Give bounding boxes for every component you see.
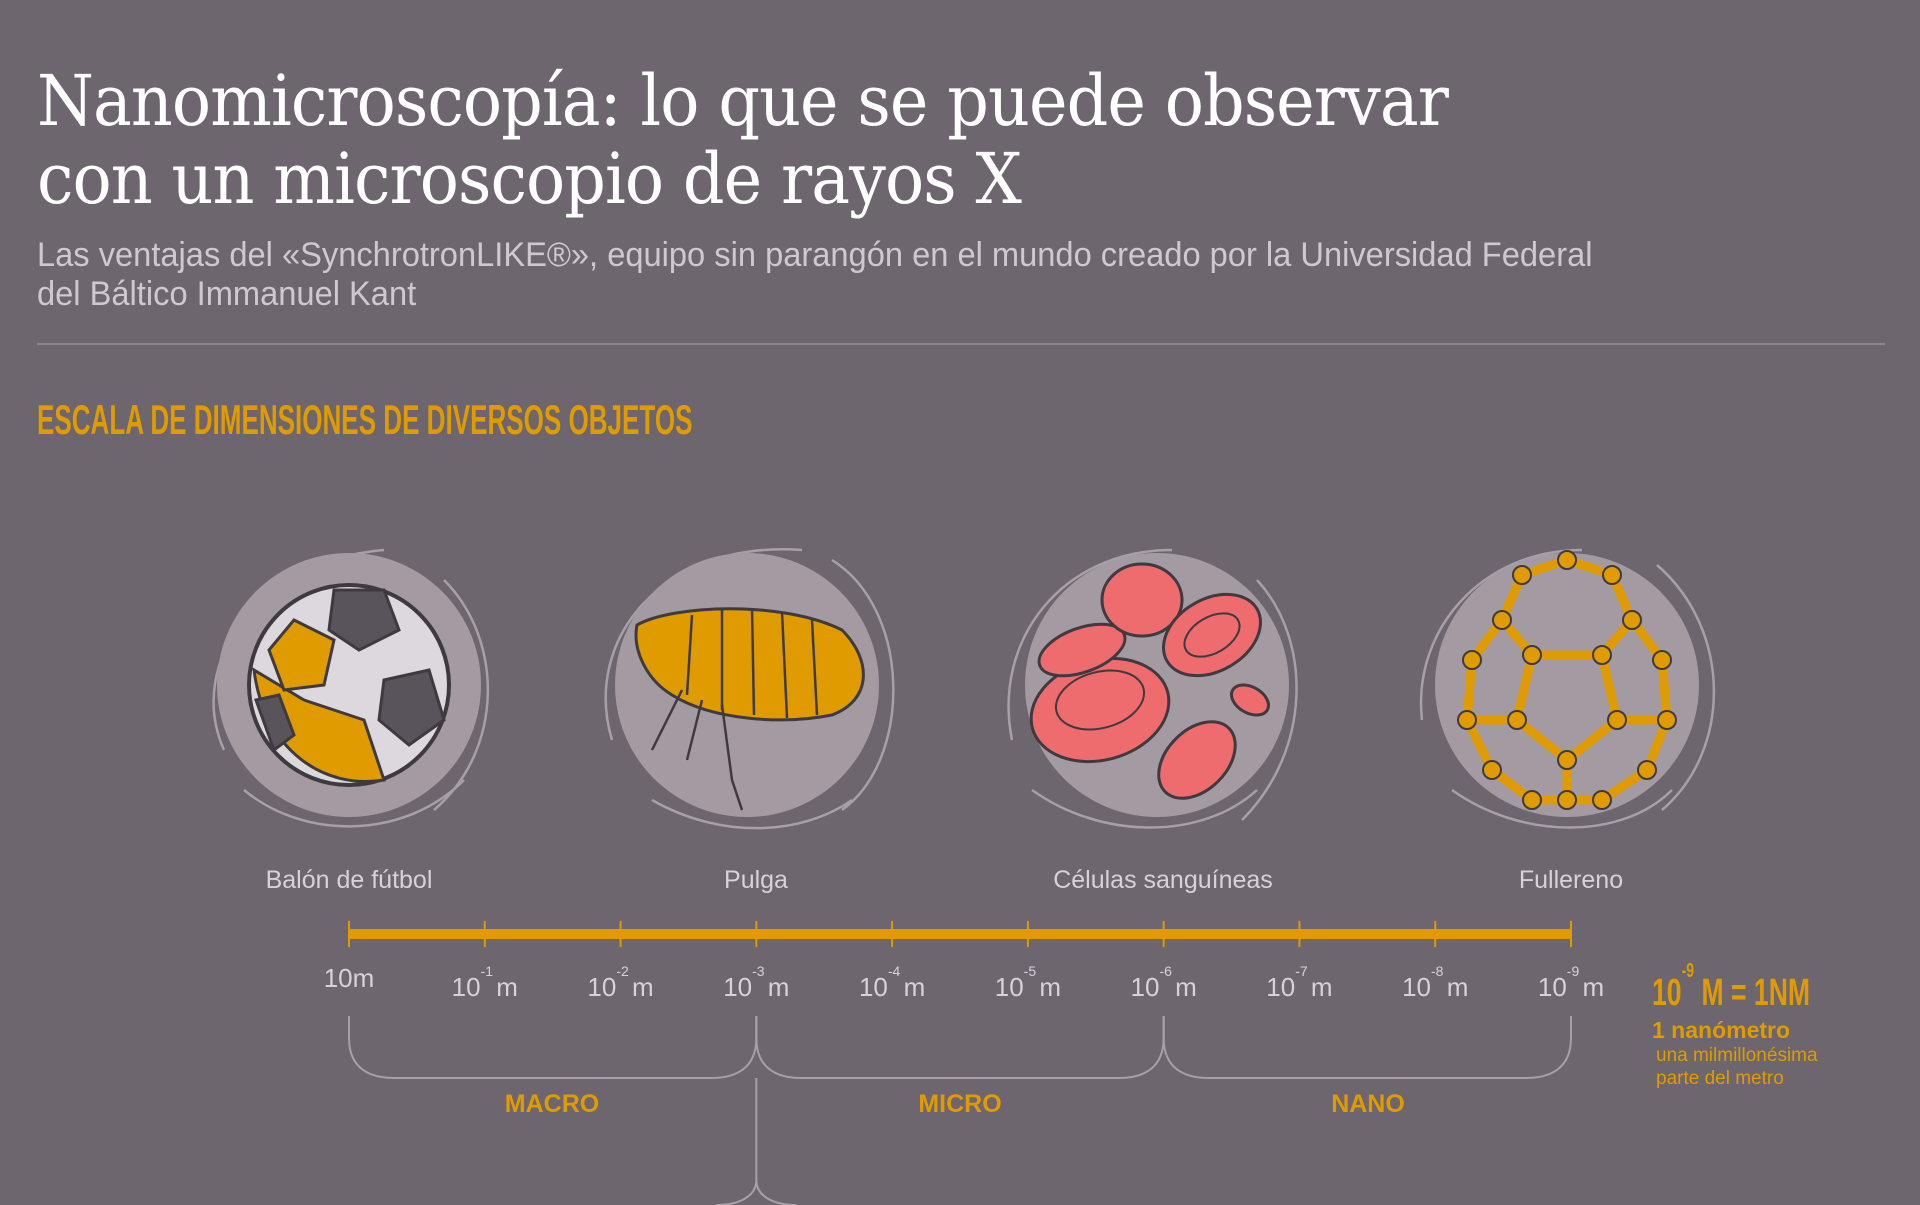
tick-label: 10m [323,963,375,993]
subtitle-line-1: Las ventajas del «SynchrotronLIKE®», equ… [37,236,1593,274]
subtitle-line-2: del Báltico Immanuel Kant [37,275,417,313]
nanometer-description: una milmillonésima parte del metro [1656,1044,1876,1090]
note-exponent: -9 [1681,960,1695,982]
connector-line [716,1078,797,1205]
tick-label: 10-8 m [1402,963,1469,1002]
nanometer-name: 1 nanómetro [1652,1017,1791,1043]
blood-cells-icon [992,520,1322,850]
soccer-ball-icon [184,520,514,850]
title-line-2: con un microscopio de rayos X [37,138,1022,220]
nanometer-note: 10-9 M = 1NM 1 nanómetro una milmillonés… [1652,960,1878,1090]
note-base: 10 [1652,972,1682,1014]
range-macro: MACRO [504,1090,600,1118]
title-line-1: Nanomicroscopía: lo que se puede observa… [37,60,1449,142]
range-bracket [755,1016,1165,1079]
object-label-flea: Pulga [724,866,788,894]
scale-line [349,929,1571,939]
object-label-fullerene: Fullereno [1518,866,1624,894]
description-line-1: una milmillonésima [1656,1045,1818,1066]
fullerene-icon [1402,520,1732,850]
object-label-soccer-ball: Balón de fútbol [265,866,433,894]
object-label-blood-cells: Células sanguíneas [1053,866,1273,894]
section-title: ESCALA DE DIMENSIONES DE DIVERSOS OBJETO… [37,396,693,443]
tick-label: 10-4 m [858,963,926,1002]
tick-label: 10-2 m [587,963,654,1002]
range-micro: MICRO [918,1090,1002,1118]
tick-label: 10-9 m [1537,963,1605,1002]
range-bracket [1162,1016,1572,1079]
tick-label: 10-1 m [451,963,518,1002]
page-title: Nanomicroscopía: lo que se puede observa… [37,62,1618,218]
tick-label: 10-6 m [1130,963,1197,1002]
nanometer-equation: 10-9 M = 1NM [1652,960,1810,1015]
description-line-2: parte del metro [1656,1068,1784,1089]
divider [37,343,1885,345]
tick-label: 10-3 m [723,963,790,1002]
note-equation-rest: M = 1NM [1701,972,1811,1014]
tick-label: 10-5 m [994,963,1062,1002]
subtitle: Las ventajas del «SynchrotronLIKE®», equ… [37,236,1765,314]
tick-label: 10-7 m [1266,963,1333,1002]
flea-icon [582,520,912,850]
range-bracket [348,1016,758,1079]
range-nano: NANO [1331,1090,1405,1118]
